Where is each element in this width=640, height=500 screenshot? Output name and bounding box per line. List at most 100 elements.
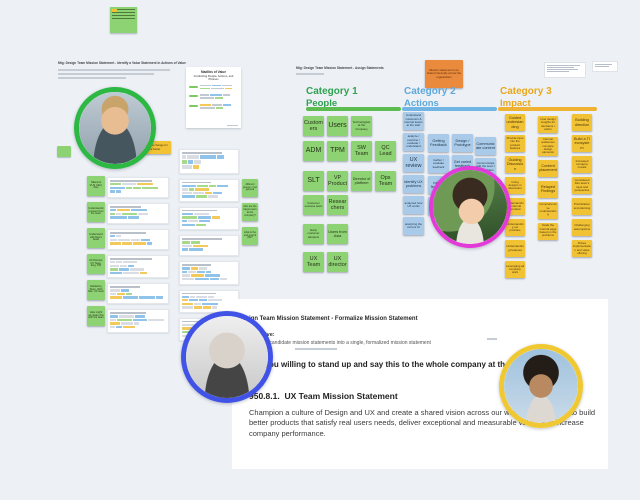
sticky-note[interactable]: User design insights for decisions / act…	[538, 116, 558, 133]
sticky-note[interactable]: Understanding issues from the team	[87, 202, 105, 222]
sticky-note[interactable]: analyzing the current UI	[403, 217, 424, 235]
text-line	[58, 69, 170, 71]
sticky-note[interactable]: Build a TI ecosystem	[572, 135, 592, 152]
sticky-note[interactable]: Considered Dev team's input and perspect…	[572, 177, 592, 194]
sticky-note[interactable]: SLT	[303, 171, 324, 191]
sticky-note[interactable]: UX review	[403, 154, 424, 172]
impact-column-3: Building direction Build a TI ecosystem In…	[572, 114, 592, 257]
sticky-note[interactable]: UX Director, UX Team, Eng, PM	[87, 254, 105, 274]
sticky-note[interactable]: Challenging assumptions	[572, 219, 592, 236]
sticky-note[interactable]: Relayed Findings	[538, 180, 558, 198]
sticky-note[interactable]: Prioritization and planning	[572, 198, 592, 215]
sticky-note[interactable]: Comprehensive understanding	[538, 201, 558, 219]
madlib-card[interactable]	[179, 149, 239, 174]
madlib-card[interactable]	[179, 178, 239, 202]
sticky-note[interactable]: Leveraging all company work	[505, 261, 525, 278]
sticky-note[interactable]: Users	[327, 116, 348, 136]
sticky-note[interactable]: VP Product	[327, 171, 348, 191]
sticky-note[interactable]: Getting Feedback	[428, 134, 449, 152]
sticky-note[interactable]: UX Team	[303, 252, 324, 272]
sticky-note[interactable]: Guiding Discussion	[505, 156, 525, 173]
sticky-note[interactable]: Understand customers & internal teams at…	[403, 112, 424, 130]
sticky-note[interactable]: Building direction	[572, 114, 592, 131]
sticky-note[interactable]: identify UX problems	[403, 175, 424, 193]
sticky-note[interactable]: Director of platform	[351, 171, 372, 191]
sticky-note[interactable]: Communicate content	[475, 137, 496, 155]
sticky-note[interactable]: Understanding our priorities	[505, 219, 525, 236]
statement-title-text: UX Team Mission Statement	[284, 391, 398, 401]
sticky-note[interactable]: Design / Prototype	[452, 134, 473, 152]
madlib-card[interactable]	[107, 203, 169, 224]
sticky-note[interactable]: Talked to VLSI CEO, Dan	[87, 176, 105, 196]
text-snippet-card[interactable]	[592, 61, 618, 72]
sticky-note[interactable]: Users from Asia	[327, 224, 348, 244]
sticky-note[interactable]: Content placement	[538, 159, 558, 177]
actions-column-1: Understand customers & internal teams at…	[403, 112, 424, 235]
madlib-card[interactable]	[107, 177, 169, 198]
sticky-note[interactable]: Researchers	[327, 195, 348, 215]
mission-statement-title: 950.8.1. UX Team Mission Statement	[249, 391, 398, 401]
madlib-card[interactable]	[179, 235, 239, 257]
left-green-note-column: Talked to VLSI CEO, Dan Understanding iss…	[87, 176, 105, 326]
highlight-strip-row	[110, 318, 166, 322]
sticky-note[interactable]: Ops Team	[375, 171, 396, 191]
mission-question: Are you willing to stand up and say this…	[249, 360, 510, 369]
madlib-card[interactable]	[107, 255, 169, 279]
madlib-row	[189, 94, 238, 100]
sticky-note[interactable]: Internal audiences compare design elemen…	[538, 137, 558, 156]
participant-photo	[433, 170, 507, 244]
highlight-strip-row	[110, 242, 166, 245]
sticky-note[interactable]: Using designs in discussion	[505, 177, 525, 194]
avatar-yellow-participant[interactable]	[499, 344, 583, 428]
madlib-row	[189, 84, 238, 91]
sticky-note[interactable]: QC Lead	[375, 141, 396, 161]
text-line	[296, 73, 324, 75]
card-title-line	[110, 232, 147, 234]
sticky-note[interactable]: analyze / examine / evaluate / understan…	[403, 133, 424, 151]
text-snippet-card[interactable]	[544, 62, 586, 78]
sticky-note[interactable]: Technologists at the Company	[351, 116, 372, 136]
sticky-note[interactable]: SW Team	[351, 141, 372, 161]
highlight-strip-row	[182, 277, 236, 281]
card-title-line	[110, 180, 152, 182]
sticky-note[interactable]: Early customer adopters	[303, 224, 324, 244]
card-title-line	[182, 152, 223, 154]
sticky-note[interactable]: Drives implementation and value offering	[572, 240, 592, 257]
sticky-note[interactable]: Provide input into the product features	[505, 135, 525, 152]
madlib-card[interactable]	[107, 229, 169, 250]
sticky-note[interactable]: Understand with Dan's belief	[87, 228, 105, 248]
sticky-note[interactable]: Marketing Team, Web Site, UX team	[87, 280, 105, 300]
madlib-card[interactable]	[179, 289, 239, 313]
sticky-note[interactable]: ADM	[303, 141, 324, 161]
sticky-note[interactable]: what is the end goal of this?	[242, 227, 258, 245]
sticky-note[interactable]: Increased comapny morale	[572, 156, 592, 173]
sticky-note[interactable]: Customers	[303, 116, 324, 136]
objective-text: Combine candidate mission statements int…	[248, 340, 431, 346]
sticky-note[interactable]: different groups = too general	[242, 179, 258, 197]
sticky-note[interactable]: Gather / evaluate feedback	[428, 155, 449, 173]
sticky-note[interactable]: Guided understanding	[505, 114, 525, 131]
madlib-card[interactable]	[107, 283, 169, 305]
sticky-note[interactable]: Customer success team	[303, 195, 324, 215]
mini-sticky-note[interactable]	[110, 7, 137, 33]
sticky-note[interactable]: TPM	[327, 141, 348, 161]
avatar-magenta-participant[interactable]	[429, 166, 511, 248]
sticky-note[interactable]: who are the target users at the company?	[242, 203, 258, 221]
sticky-note[interactable]: analyzed how UX works	[403, 196, 424, 214]
avatar-blue-participant[interactable]	[181, 311, 273, 403]
madlib-card[interactable]	[179, 261, 239, 285]
madlib-card[interactable]	[107, 309, 169, 333]
madlib-card[interactable]	[179, 206, 239, 231]
avatar-green-participant[interactable]	[74, 87, 156, 169]
sticky-note[interactable]	[57, 146, 71, 157]
sticky-note-orange[interactable]: Mission statement to be shared internall…	[425, 60, 463, 88]
sticky-note[interactable]: How might we share this with the team	[87, 306, 105, 326]
sticky-note[interactable]: Scale the internal page based on the pro…	[538, 222, 558, 240]
text-line	[58, 77, 126, 79]
sticky-note[interactable]: Understanding Features	[505, 240, 525, 257]
sticky-note[interactable]: UX director	[327, 252, 348, 272]
madlibs-document[interactable]: Madlibs of Value Combining People, Actio…	[186, 67, 241, 128]
people-row-6: UX Team UX director	[303, 252, 348, 272]
card-title-line	[182, 181, 212, 184]
